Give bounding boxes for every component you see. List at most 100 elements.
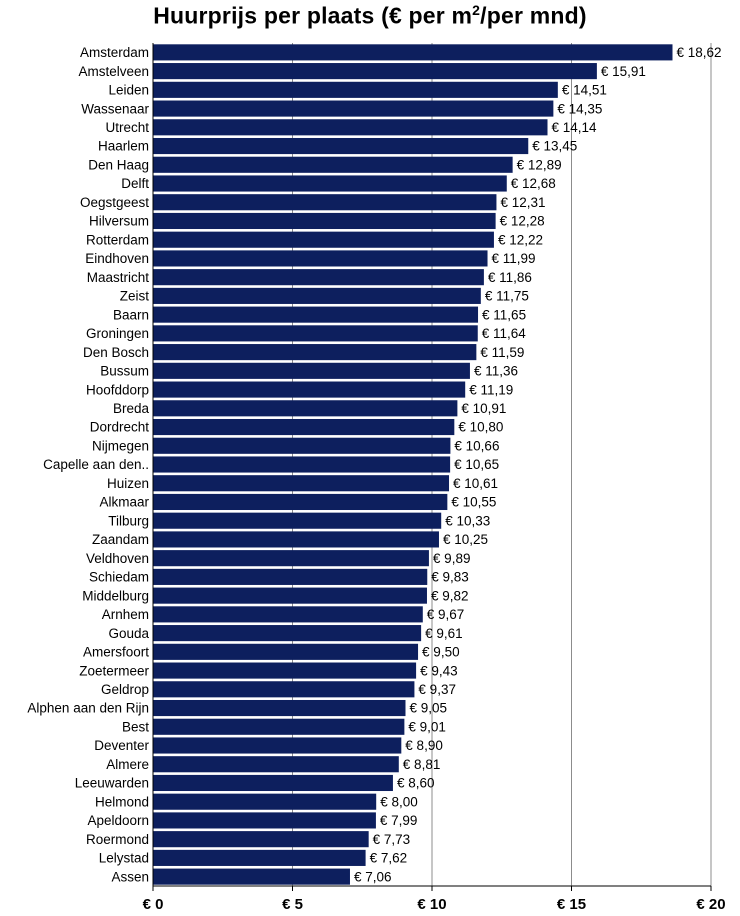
category-label: Hoofddorp [86,382,149,397]
category-label: Lelystad [99,851,149,866]
bar [153,699,406,717]
category-label: Oegstgeest [80,195,149,210]
bar [153,100,554,117]
bar [153,212,496,230]
category-label: Leiden [108,83,149,98]
category-label: Leeuwarden [75,776,149,791]
bar [153,44,673,61]
category-label: Zoetermeer [79,663,149,678]
bar [153,812,376,829]
category-label: Capelle aan den.. [43,457,149,472]
bar [153,774,393,792]
category-label: Nijmegen [92,438,149,453]
bar [153,119,548,136]
category-label: Baarn [113,307,149,322]
value-label: € 9,82 [431,588,469,603]
chart-title: Huurprijs per plaats (€ per m2/per mnd) [0,2,740,30]
value-label: € 9,43 [420,663,458,678]
bar [153,531,439,548]
category-label: Hilversum [89,214,149,229]
category-label: Eindhoven [85,251,149,266]
bar [153,475,450,492]
value-label: € 10,61 [453,476,498,491]
bar [153,587,427,604]
bar [153,418,455,436]
bar [153,793,377,810]
bar [153,287,481,304]
category-label: Delft [121,176,149,191]
bar [153,512,442,529]
category-label: Utrecht [105,120,149,135]
category-label: Den Haag [88,157,149,172]
bar [153,156,513,173]
bar [153,194,497,211]
bar [153,269,484,286]
category-label: Huizen [107,476,149,491]
category-label: Wassenaar [81,101,149,116]
bar [153,868,350,885]
category-label: Apeldoorn [87,813,149,828]
value-label: € 14,14 [552,120,598,135]
value-label: € 10,66 [454,438,499,453]
value-label: € 7,99 [380,813,418,828]
value-label: € 9,83 [431,570,469,585]
value-label: € 11,86 [488,270,532,285]
x-axis-ticks: € 0 € 5 € 10 € 15 € 20 [143,886,726,913]
category-label: Geldrop [101,682,149,697]
value-label: € 11,59 [480,345,524,360]
chart-title-main: Huurprijs per plaats (€ per m [153,2,473,29]
value-label: € 18,62 [676,45,721,60]
value-label: € 12,28 [500,214,545,229]
bar [153,831,369,848]
category-label: Den Bosch [83,345,149,360]
bar [153,662,417,679]
category-label: Amsterdam [80,45,149,60]
bar [153,325,478,342]
category-label: Best [122,719,149,734]
value-label: € 9,50 [422,645,460,660]
value-label: € 12,89 [517,157,562,172]
value-label: € 8,81 [403,757,441,772]
value-label: € 10,33 [445,513,490,528]
category-label: Amersfoort [83,645,149,660]
value-label: € 12,68 [511,176,556,191]
value-label: € 8,60 [397,776,435,791]
category-label: Alphen aan den Rijn [27,701,149,716]
bars [153,44,673,885]
value-label: € 9,67 [427,607,465,622]
value-label: € 10,80 [458,420,503,435]
category-label: Roermond [86,832,149,847]
bar [153,437,451,454]
value-label: € 10,55 [451,495,496,510]
chart-title-superscript: 2 [472,2,481,18]
value-label: € 8,00 [380,794,418,809]
bar [153,756,399,773]
category-label: Middelburg [82,588,149,603]
value-label: € 11,65 [482,307,526,322]
category-label: Zeist [120,289,150,304]
value-label: € 14,35 [557,101,602,116]
category-label: Almere [106,757,149,772]
value-label: € 11,75 [485,289,529,304]
bar [153,362,470,379]
value-label: € 8,90 [405,738,443,753]
bar [153,718,405,735]
category-labels: Amsterdam Amstelveen Leiden Wassenaar Utrech… [27,45,149,884]
bar [153,306,479,323]
bar [153,250,488,267]
value-label: € 13,45 [532,139,577,154]
value-label: € 11,36 [474,364,518,379]
value-label: € 12,31 [500,195,545,210]
value-labels: € 18,62 € 15,91 € 14,51 € 14,35 € 14,14 € 13,… [354,45,722,884]
value-label: € 9,89 [433,551,471,566]
value-label: € 10,91 [461,401,506,416]
bar [153,681,415,698]
bar [153,175,507,192]
bar [153,344,477,361]
bar [153,493,448,511]
bar [153,381,466,398]
category-label: Assen [111,869,149,884]
tick-label: € 5 [282,896,303,913]
value-label: € 10,65 [454,457,499,472]
value-label: € 9,61 [425,626,463,641]
